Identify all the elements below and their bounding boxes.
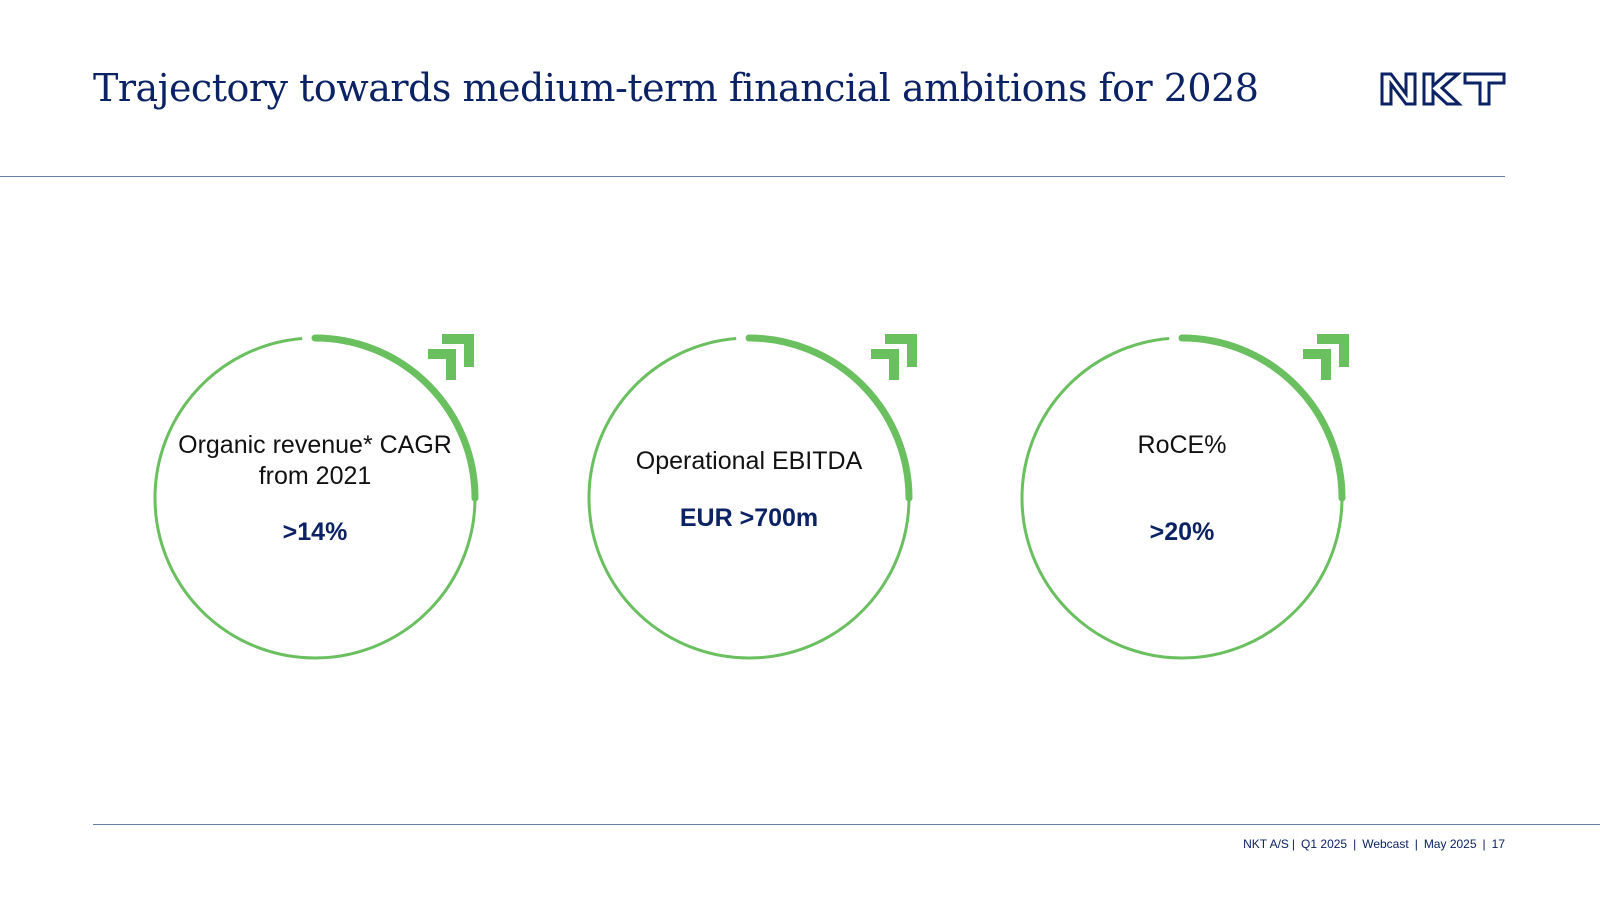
footer-event: Webcast — [1362, 837, 1409, 851]
footer-divider — [93, 824, 1600, 825]
progress-ring — [153, 334, 479, 660]
metric-label-line1: Organic revenue* CAGR — [178, 431, 452, 459]
up-right-arrow-icon — [428, 334, 474, 380]
metric-card-roce: RoCE% >20% — [1012, 328, 1352, 668]
up-right-arrow-icon — [871, 334, 917, 380]
metric-value: >20% — [1149, 518, 1215, 546]
progress-ring — [1020, 334, 1346, 660]
footer-company: NKT A/S — [1243, 837, 1289, 851]
footer-page-number: 17 — [1491, 837, 1505, 851]
metric-value: EUR >700m — [679, 504, 819, 532]
metric-label: Organic revenue* CAGR from 2021 — [155, 430, 475, 492]
footer-date: May 2025 — [1423, 837, 1477, 851]
footer: NKT A/S | Q1 2025 | Webcast | May 2025 | 17 — [1243, 837, 1505, 851]
footer-quarter: Q1 2025 — [1301, 837, 1348, 851]
header-divider — [0, 176, 1505, 177]
metric-label-line2: from 2021 — [258, 462, 372, 490]
up-right-arrow-icon — [1303, 334, 1349, 380]
progress-ring — [587, 334, 913, 660]
metric-card-revenue: Organic revenue* CAGR from 2021 >14% — [145, 328, 485, 668]
nkt-logo — [1380, 72, 1506, 111]
slide-title: Trajectory towards medium-term financial… — [93, 66, 1259, 110]
metric-card-ebitda: Operational EBITDA EUR >700m — [579, 328, 919, 668]
metric-label: Operational EBITDA — [635, 447, 863, 475]
metric-value: >14% — [282, 518, 348, 546]
metric-label: RoCE% — [1137, 431, 1227, 459]
